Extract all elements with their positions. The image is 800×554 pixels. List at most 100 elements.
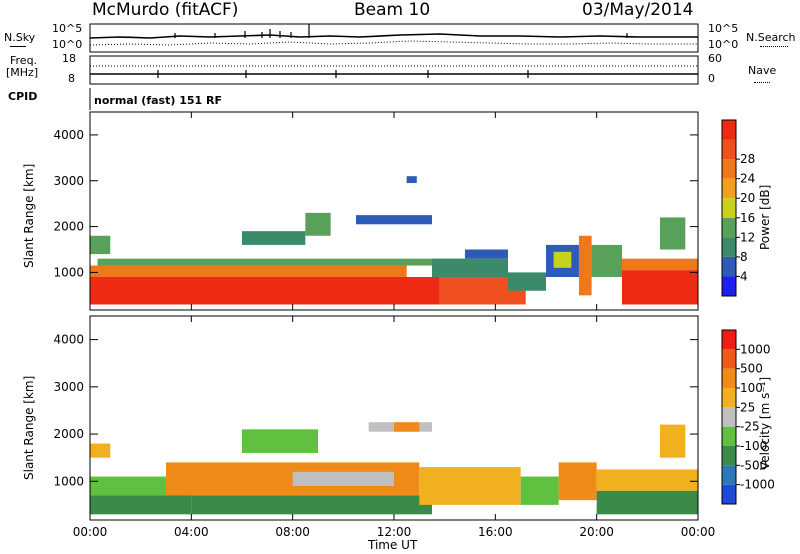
velocity-ytick-label-1: 2000	[53, 427, 84, 441]
nsearch-legend-dots	[760, 46, 788, 47]
velocity-chart: 1000 2000 3000 4000 1000 500 100 25 -25 -100 -500 -…	[53, 315, 775, 539]
velocity-ytick-label-2: 3000	[53, 380, 84, 394]
cpid-label: CPID	[8, 90, 38, 103]
freq-unit-label: [MHz]	[6, 66, 39, 79]
power-region-1	[90, 265, 407, 277]
power-ytick-label-2: 3000	[53, 174, 84, 188]
power-colorbar-band-8	[722, 120, 736, 140]
power-colorbar-band-2	[722, 237, 736, 257]
power-region-16	[356, 215, 432, 225]
power-region-2	[97, 258, 465, 266]
velocity-region-0	[90, 495, 192, 515]
power-ytick-label-3: 4000	[53, 128, 84, 142]
power-region-11	[622, 270, 698, 305]
velocity-ylabel: Slant Range [km]	[22, 375, 36, 480]
velocity-colorbar-band-2	[722, 446, 736, 466]
power-colorbar-tick-label-6: 28	[740, 152, 755, 166]
freq-markers	[157, 70, 529, 78]
velocity-region-11	[242, 429, 318, 453]
velocity-region-13	[394, 422, 420, 432]
velocity-ytick-label-3: 4000	[53, 333, 84, 347]
velocity-colorbar-tick-label-3: 25	[740, 400, 755, 414]
power-region-6	[508, 272, 546, 291]
velocity-colorbar-band-6	[722, 368, 736, 388]
power-colorbar-band-3	[722, 217, 736, 238]
power-colorbar-band-5	[722, 178, 736, 199]
power-colorbar-label: Power [dB]	[758, 184, 772, 250]
power-colorbar-tick-label-0: 4	[740, 269, 748, 283]
xtick-label-5: 20:00	[579, 525, 614, 539]
velocity-region-7	[558, 462, 597, 501]
xaxis-label: Time UT	[368, 538, 418, 552]
power-region-15	[305, 212, 331, 236]
power-region-10	[591, 244, 622, 277]
velocity-region-5	[419, 467, 521, 505]
velocity-colorbar-tick-label-6: -500	[740, 458, 767, 472]
power-colorbar-frame	[721, 119, 737, 297]
nave-tick-bottom: 0	[708, 72, 715, 85]
velocity-colorbar-tick-label-5: -100	[740, 439, 767, 453]
velocity-colorbar-band-4	[722, 407, 736, 427]
velocity-region-4	[292, 471, 394, 486]
power-colorbar-band-0	[722, 276, 736, 296]
velocity-ytick-label-0: 1000	[53, 474, 84, 488]
nsky-tick-top: 10^5	[52, 22, 83, 35]
date-title: 03/May/2014	[582, 0, 694, 20]
nsky-tick-bottom: 10^0	[52, 38, 83, 51]
xtick-label-4: 16:00	[478, 525, 513, 539]
power-region-14	[242, 231, 306, 245]
power-colorbar-tick-label-4: 20	[740, 191, 755, 205]
velocity-region-6	[520, 476, 559, 505]
velocity-colorbar-band-5	[722, 388, 736, 408]
velocity-colorbar-band-1	[722, 465, 736, 485]
velocity-colorbar-label: Velocity [m s⁻¹]	[758, 376, 772, 470]
power-region-13	[90, 235, 111, 255]
power-region-17	[406, 176, 417, 184]
power-region-9	[578, 235, 592, 296]
xtick-label-0: 00:00	[73, 525, 108, 539]
freq-tick-top: 18	[62, 52, 76, 65]
velocity-colorbar-tick-label-4: -25	[740, 420, 760, 434]
velocity-region-2	[191, 495, 432, 515]
xtick-label-3: 12:00	[377, 525, 412, 539]
nsearch-tick-top: 10^5	[708, 22, 739, 35]
power-colorbar-tick-label-5: 24	[740, 172, 755, 186]
velocity-colorbar-tick-label-1: 500	[740, 362, 763, 376]
power-ytick-label-0: 1000	[53, 265, 84, 279]
velocity-region-9	[596, 469, 698, 491]
nsky-spikes	[174, 24, 628, 38]
velocity-colorbar-tick-label-2: 100	[740, 381, 763, 395]
velocity-colorbar-band-8	[722, 330, 736, 350]
power-colorbar-tick-label-3: 16	[740, 211, 755, 225]
freq-label: Freq.	[10, 54, 38, 67]
power-region-12	[622, 258, 698, 271]
power-region-5	[464, 249, 508, 259]
cpid-text: normal (fast) 151 RF	[94, 94, 222, 107]
power-colorbar-tick-label-2: 12	[740, 230, 755, 244]
nave-legend-dots	[754, 82, 770, 83]
freq-panel-frame	[89, 55, 699, 85]
freq-tick-bottom: 8	[68, 72, 75, 85]
station-title: McMurdo (fitACF)	[92, 0, 239, 20]
nsearch-label: N.Search	[746, 31, 796, 44]
nsky-label: N.Sky	[4, 31, 36, 44]
power-chart: 1000 2000 3000 4000 4 8 12 16 20 24 28	[53, 111, 755, 311]
nave-label: Nave	[748, 64, 777, 77]
power-region-0	[90, 277, 440, 305]
xtick-label-6: 00:00	[681, 525, 716, 539]
velocity-colorbar-band-0	[722, 484, 736, 504]
power-colorbar-tick-label-1: 8	[740, 250, 748, 264]
velocity-region-10	[90, 443, 111, 458]
power-colorbar-band-1	[722, 256, 736, 277]
xtick-label-1: 04:00	[174, 525, 209, 539]
nsky-legend-line	[10, 46, 26, 47]
nsky-trace	[89, 33, 698, 39]
power-region-8	[553, 251, 572, 268]
velocity-colorbar-band-3	[722, 426, 736, 446]
velocity-colorbar-tick-label-0: 1000	[740, 342, 771, 356]
power-colorbar-band-4	[722, 198, 736, 218]
sky-panel-frame	[89, 23, 699, 53]
velocity-colorbar-tick-label-7: -1000	[740, 478, 775, 492]
nsearch-tick-bottom: 10^0	[708, 38, 739, 51]
